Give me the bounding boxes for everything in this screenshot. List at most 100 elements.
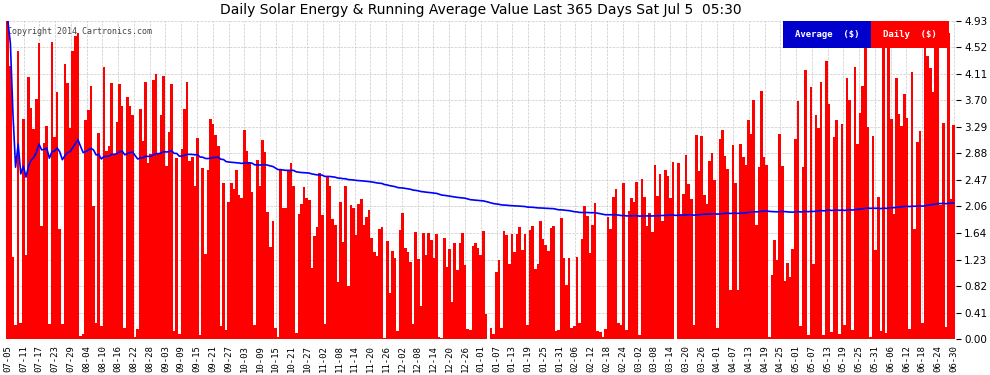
Bar (859, 113, 861, 339)
Bar (375, 256, 378, 339)
Bar (661, 221, 664, 339)
Bar (43, 142, 46, 339)
Bar (108, 146, 111, 339)
Bar (212, 124, 215, 339)
Bar (474, 243, 477, 339)
Bar (669, 198, 672, 339)
Bar (648, 213, 651, 339)
Bar (527, 324, 529, 339)
Bar (903, 94, 906, 339)
Bar (352, 208, 354, 339)
Bar (815, 115, 818, 339)
Bar (498, 260, 500, 339)
Bar (220, 326, 222, 339)
Bar (95, 323, 97, 339)
Bar (914, 229, 916, 339)
Bar (552, 226, 554, 339)
Bar (636, 182, 638, 339)
Bar (677, 163, 679, 339)
Bar (732, 146, 735, 339)
Bar (261, 140, 263, 339)
Bar (568, 258, 570, 339)
Bar (236, 170, 238, 339)
Bar (882, 26, 885, 339)
Bar (749, 135, 752, 339)
Bar (719, 140, 721, 339)
Bar (186, 82, 188, 339)
Bar (940, 206, 942, 339)
Bar (492, 334, 495, 339)
Bar (944, 327, 947, 339)
Bar (243, 130, 246, 339)
Bar (610, 228, 612, 339)
Bar (225, 330, 228, 339)
Bar (615, 189, 617, 339)
Bar (529, 230, 532, 339)
Bar (542, 239, 545, 339)
Bar (324, 324, 326, 339)
Bar (818, 128, 820, 339)
Bar (215, 135, 217, 339)
Bar (311, 268, 313, 339)
Bar (853, 67, 856, 339)
Bar (562, 258, 565, 339)
Bar (742, 157, 744, 339)
Bar (97, 133, 100, 339)
Bar (82, 334, 84, 339)
Bar (121, 106, 124, 339)
Bar (679, 214, 682, 339)
Bar (79, 336, 82, 339)
Bar (9, 66, 12, 339)
Bar (477, 248, 479, 339)
Bar (864, 32, 866, 339)
Bar (573, 326, 575, 339)
Bar (565, 285, 568, 339)
Bar (645, 226, 648, 339)
Bar (789, 277, 791, 339)
Bar (423, 233, 425, 339)
Bar (755, 225, 757, 339)
Bar (238, 195, 241, 339)
Bar (444, 238, 446, 339)
Bar (911, 72, 914, 339)
Bar (446, 267, 448, 339)
Bar (466, 329, 469, 339)
Bar (61, 324, 63, 339)
Bar (714, 180, 716, 339)
Bar (744, 165, 747, 339)
Bar (178, 334, 180, 339)
Bar (880, 331, 882, 339)
Bar (762, 158, 765, 339)
Bar (578, 323, 581, 339)
FancyBboxPatch shape (871, 21, 948, 48)
Bar (797, 100, 799, 339)
Bar (810, 87, 812, 339)
Bar (727, 169, 729, 339)
Bar (721, 130, 724, 339)
Bar (693, 325, 695, 339)
Bar (807, 334, 810, 339)
Bar (258, 186, 261, 339)
Bar (332, 219, 334, 339)
Bar (365, 217, 367, 339)
Bar (175, 158, 178, 339)
Bar (690, 199, 693, 339)
Bar (295, 333, 298, 339)
Bar (682, 194, 685, 339)
Bar (14, 325, 17, 339)
Bar (594, 203, 596, 339)
Bar (409, 262, 412, 339)
Bar (381, 227, 383, 339)
Bar (887, 40, 890, 339)
Bar (737, 290, 740, 339)
Bar (895, 78, 898, 339)
Bar (159, 115, 162, 339)
Bar (74, 36, 76, 339)
Bar (724, 156, 727, 339)
Bar (544, 245, 547, 339)
Bar (354, 234, 357, 339)
Bar (711, 153, 714, 339)
Bar (644, 197, 645, 339)
Bar (373, 252, 375, 339)
Bar (685, 155, 687, 339)
